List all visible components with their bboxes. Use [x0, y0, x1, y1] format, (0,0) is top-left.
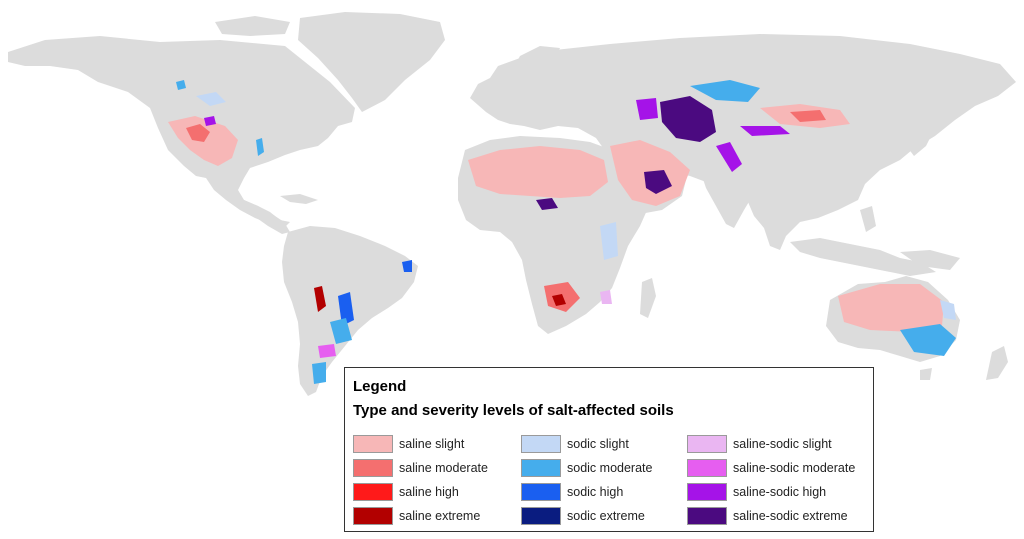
new-zealand: [986, 346, 1008, 380]
india: [700, 164, 756, 228]
saline-slight-region-2: [468, 146, 608, 198]
legend-item: sodic slight: [521, 432, 652, 456]
saline-sodic-high-region-3: [636, 98, 658, 120]
legend-label: sodic high: [567, 485, 624, 499]
legend-item: saline-sodic slight: [687, 432, 855, 456]
sodic-moderate-region-3: [330, 318, 352, 344]
legend-swatch: [521, 435, 561, 453]
saline-sodic-high-region-4: [740, 126, 790, 136]
legend-swatch: [353, 483, 393, 501]
legend-label: saline extreme: [399, 509, 481, 523]
arctic-islands: [215, 16, 290, 36]
legend-swatch: [687, 435, 727, 453]
legend-item: saline-sodic moderate: [687, 456, 855, 480]
saline-sodic-extreme-region-2: [644, 170, 672, 194]
legend-label: saline slight: [399, 437, 465, 451]
legend-label: saline-sodic extreme: [733, 509, 848, 523]
legend-item: saline-sodic extreme: [687, 504, 855, 528]
saline-sodic-extreme-region-3: [660, 96, 716, 142]
legend-item: saline extreme: [353, 504, 488, 528]
saline-extreme-region: [314, 286, 326, 312]
eurasia: [470, 34, 1016, 250]
legend-item: saline slight: [353, 432, 488, 456]
madagascar: [640, 278, 656, 318]
scandinavia: [508, 46, 560, 86]
sodic-slight-region-3: [940, 300, 956, 320]
legend-column-saline-sodic: saline-sodic slight saline-sodic moderat…: [687, 432, 855, 528]
legend-swatch: [353, 459, 393, 477]
saline-sodic-high-region: [204, 116, 216, 126]
sodic-high-region-2: [402, 260, 412, 272]
caribbean: [280, 194, 318, 204]
map-legend: Legend Type and severity levels of salt-…: [344, 367, 874, 532]
british-isles: [478, 82, 494, 106]
tasmania: [920, 368, 932, 380]
legend-swatch: [353, 507, 393, 525]
legend-column-saline: saline slight saline moderate saline hig…: [353, 432, 488, 528]
legend-item: sodic extreme: [521, 504, 652, 528]
saline-moderate-region-3: [790, 110, 826, 122]
legend-swatch: [521, 507, 561, 525]
legend-label: saline high: [399, 485, 459, 499]
legend-label: saline-sodic high: [733, 485, 827, 499]
saline-sodic-high-region-2: [716, 142, 742, 172]
greenland: [298, 12, 445, 112]
legend-title: Legend: [353, 378, 407, 395]
legend-label: saline-sodic moderate: [733, 461, 856, 475]
southeast-asia-islands: [790, 238, 936, 276]
legend-subtitle: Type and severity levels of salt-affecte…: [353, 402, 674, 419]
legend-swatch: [521, 459, 561, 477]
sodic-moderate-region-2: [176, 80, 186, 90]
saline-slight-region-5: [838, 284, 944, 332]
legend-swatch: [687, 507, 727, 525]
saline-sodic-slight-region: [600, 290, 612, 304]
saline-moderate-region: [186, 124, 210, 142]
sodic-moderate-region-4: [312, 362, 326, 384]
sodic-slight-region: [196, 92, 226, 106]
saline-sodic-extreme-region: [536, 198, 558, 210]
legend-item: sodic moderate: [521, 456, 652, 480]
legend-column-sodic: sodic slight sodic moderate sodic high s…: [521, 432, 652, 528]
legend-item: saline moderate: [353, 456, 488, 480]
legend-label: sodic moderate: [567, 461, 653, 475]
sodic-slight-region-2: [600, 222, 618, 260]
central-america: [244, 200, 290, 234]
legend-swatch: [353, 435, 393, 453]
legend-label: saline-sodic slight: [733, 437, 832, 451]
landmasses: [8, 12, 1016, 396]
legend-swatch: [687, 483, 727, 501]
legend-item: saline-sodic high: [687, 480, 855, 504]
japan: [908, 118, 936, 156]
legend-swatch: [521, 483, 561, 501]
saline-extreme-region-2: [552, 294, 566, 306]
sodic-moderate-region-6: [900, 324, 956, 356]
philippines: [860, 206, 876, 232]
legend-label: sodic extreme: [567, 509, 645, 523]
legend-label: sodic slight: [567, 437, 629, 451]
sodic-moderate-region-5: [690, 80, 760, 102]
legend-item: saline high: [353, 480, 488, 504]
sodic-moderate-region: [256, 138, 264, 156]
saline-sodic-moderate-region: [318, 344, 336, 358]
legend-item: sodic high: [521, 480, 652, 504]
sodic-high-region: [338, 292, 354, 326]
new-guinea: [900, 250, 960, 270]
legend-swatch: [687, 459, 727, 477]
legend-label: saline moderate: [399, 461, 488, 475]
salt-affected-soil-regions: [168, 80, 956, 384]
